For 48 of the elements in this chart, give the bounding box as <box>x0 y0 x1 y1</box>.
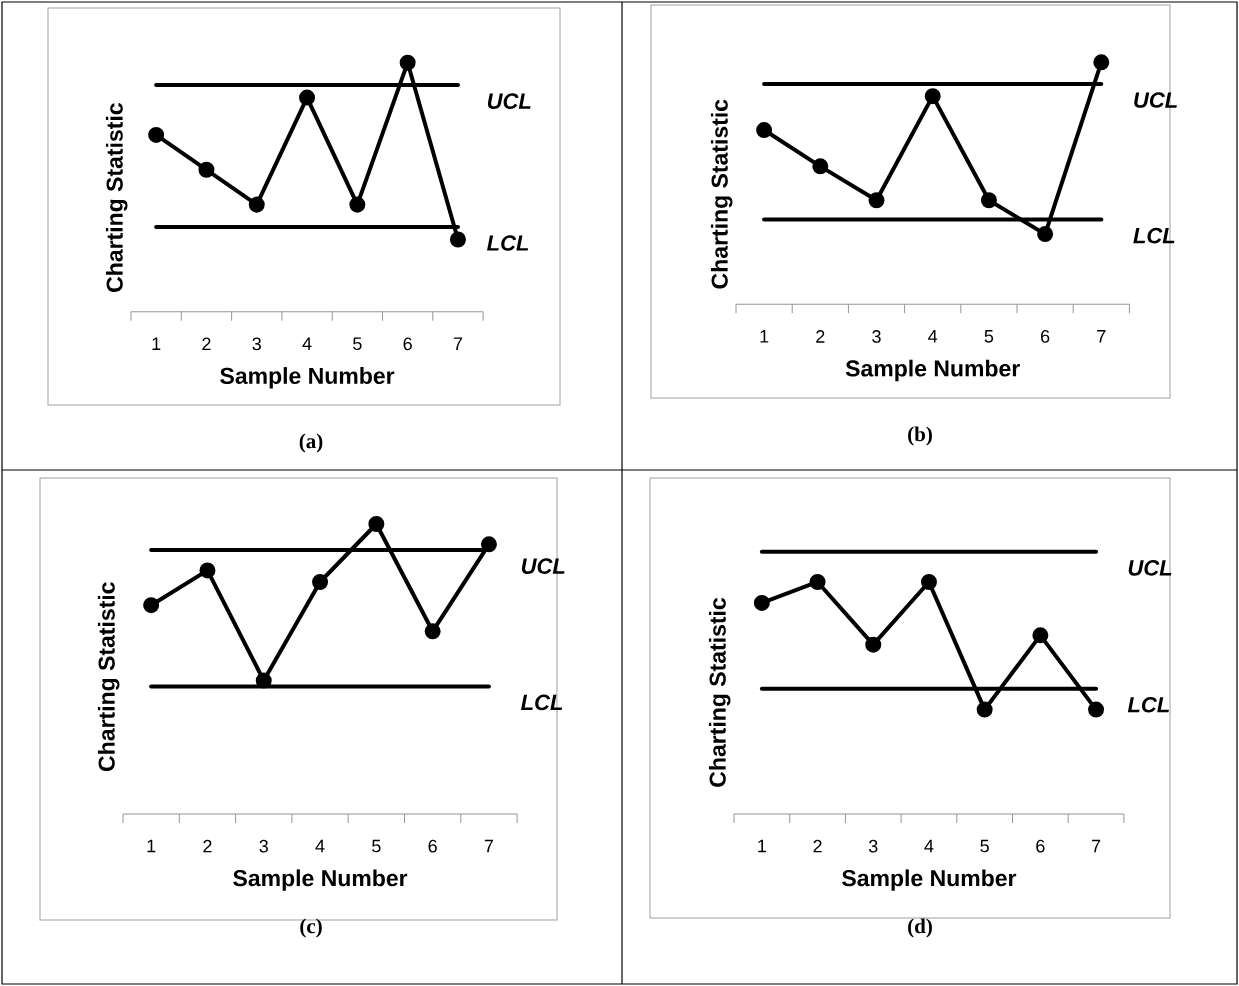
x-tick-label: 2 <box>816 330 825 343</box>
text: (c) <box>300 918 322 938</box>
x-tick-label: 2 <box>203 839 212 853</box>
x-tick-label: 3 <box>872 330 881 343</box>
x-tick-label: 3 <box>868 839 878 853</box>
x-tick-label: 6 <box>1036 839 1045 853</box>
x-tick-label: 7 <box>484 839 494 853</box>
y-axis-title: Charting Statistic <box>710 99 733 289</box>
x-tick-label: 3 <box>252 337 261 351</box>
x-axis-title: Sample Number <box>845 359 1020 382</box>
x-tick-label: 4 <box>302 337 312 350</box>
x-tick-label: 2 <box>813 839 822 853</box>
x-tick-label: 4 <box>928 330 938 343</box>
y-axis-title: Charting Statistic <box>708 597 731 787</box>
x-tick-label: 7 <box>1091 839 1101 853</box>
y-axis-title: Charting Statistic <box>97 582 120 771</box>
x-tick-label: 1 <box>760 330 769 343</box>
x-tick-label: 5 <box>980 839 989 853</box>
x-axis-title: Sample Number <box>233 869 408 891</box>
x-tick-label: 6 <box>403 337 412 351</box>
ref-line-label: UCL <box>487 93 531 109</box>
x-tick-label: 5 <box>353 337 362 351</box>
x-tick-label: 5 <box>372 839 381 853</box>
x-tick-label: 4 <box>924 839 934 853</box>
x-tick-label: 6 <box>428 839 437 853</box>
x-axis-title: Sample Number <box>842 869 1017 891</box>
ref-line-label: LCL <box>1133 227 1175 244</box>
x-tick-label: 6 <box>1041 330 1050 343</box>
x-axis-title: Sample Number <box>220 367 395 389</box>
x-tick-label: 7 <box>1097 330 1106 343</box>
ref-line-label: UCL <box>1134 92 1177 108</box>
ref-line-label: UCL <box>521 558 565 574</box>
x-tick-label: 4 <box>315 839 325 853</box>
text: (a) <box>299 433 323 453</box>
ref-line-label: UCL <box>1128 560 1172 576</box>
x-tick-label: 1 <box>152 337 161 350</box>
text: (d) <box>908 918 932 938</box>
ref-line-label: LCL <box>521 694 563 711</box>
text: (b) <box>908 426 932 446</box>
x-tick-label: 1 <box>758 839 766 853</box>
x-tick-label: 5 <box>984 330 994 343</box>
y-axis-title: Charting Statistic <box>105 103 128 292</box>
x-tick-label: 1 <box>147 839 156 853</box>
ref-line-label: LCL <box>487 235 529 251</box>
ref-line-label: LCL <box>1127 696 1169 713</box>
x-tick-label: 2 <box>202 337 211 351</box>
x-tick-label: 7 <box>453 337 463 350</box>
x-tick-label: 3 <box>259 839 268 853</box>
